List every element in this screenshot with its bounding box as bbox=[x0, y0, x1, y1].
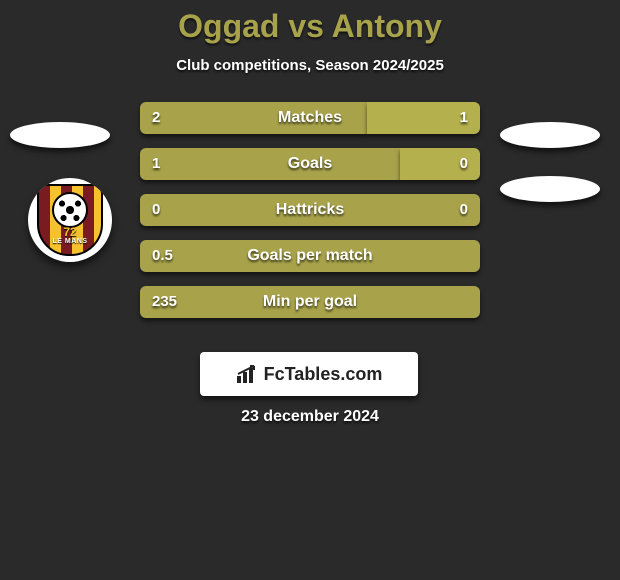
fctables-badge: FcTables.com bbox=[200, 352, 418, 396]
stat-right-bar bbox=[367, 102, 480, 134]
stat-row: 10Goals bbox=[0, 148, 620, 180]
stat-rows: 21Matches 10Goals 00Hattricks 0.5Goals per … bbox=[0, 102, 620, 318]
bars-arrow-icon bbox=[236, 364, 258, 384]
stat-left-bar bbox=[140, 148, 400, 180]
date-label: 23 december 2024 bbox=[0, 408, 620, 426]
stat-left-bar bbox=[140, 102, 367, 134]
stat-left-bar bbox=[140, 240, 480, 272]
stat-row: 235Min per goal bbox=[0, 286, 620, 318]
stat-right-bar bbox=[400, 148, 480, 180]
subtitle: Club competitions, Season 2024/2025 bbox=[0, 57, 620, 74]
stat-row: 00Hattricks bbox=[0, 194, 620, 226]
stat-left-bar bbox=[140, 286, 480, 318]
stat-row: 21Matches bbox=[0, 102, 620, 134]
page-title: Oggad vs Antony bbox=[0, 0, 620, 45]
stat-left-bar bbox=[140, 194, 480, 226]
fctables-label: FcTables.com bbox=[264, 364, 383, 385]
stat-row: 0.5Goals per match bbox=[0, 240, 620, 272]
